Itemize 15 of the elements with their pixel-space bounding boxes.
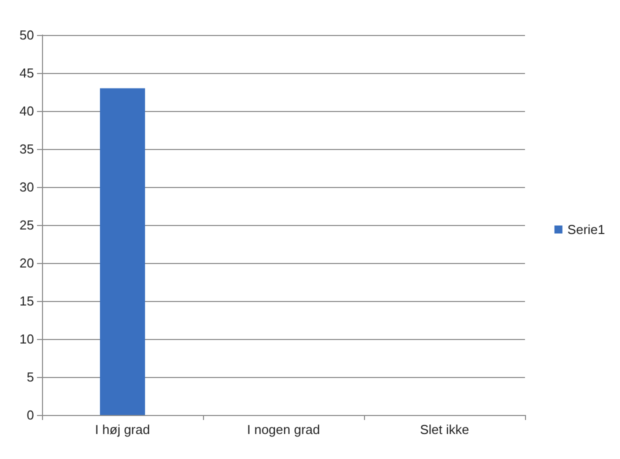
y-tick-label: 5 [26, 370, 34, 384]
y-tick-label: 10 [20, 332, 34, 346]
y-tick-label: 25 [20, 218, 34, 232]
y-tick-label: 15 [20, 294, 34, 308]
x-tick-label: I nogen grad [246, 422, 320, 437]
x-tick-label: Slet ikke [420, 422, 470, 437]
y-tick-label: 40 [20, 104, 34, 118]
legend-label: Serie1 [567, 222, 605, 237]
y-tick-label: 45 [20, 66, 34, 80]
x-tick-label: I høj grad [95, 422, 150, 437]
y-tick-label: 30 [20, 180, 34, 194]
y-tick-label: 35 [20, 142, 34, 156]
y-tick-label: 0 [26, 408, 34, 422]
y-tick-label: 20 [20, 256, 34, 270]
y-tick-label: 50 [20, 28, 34, 42]
